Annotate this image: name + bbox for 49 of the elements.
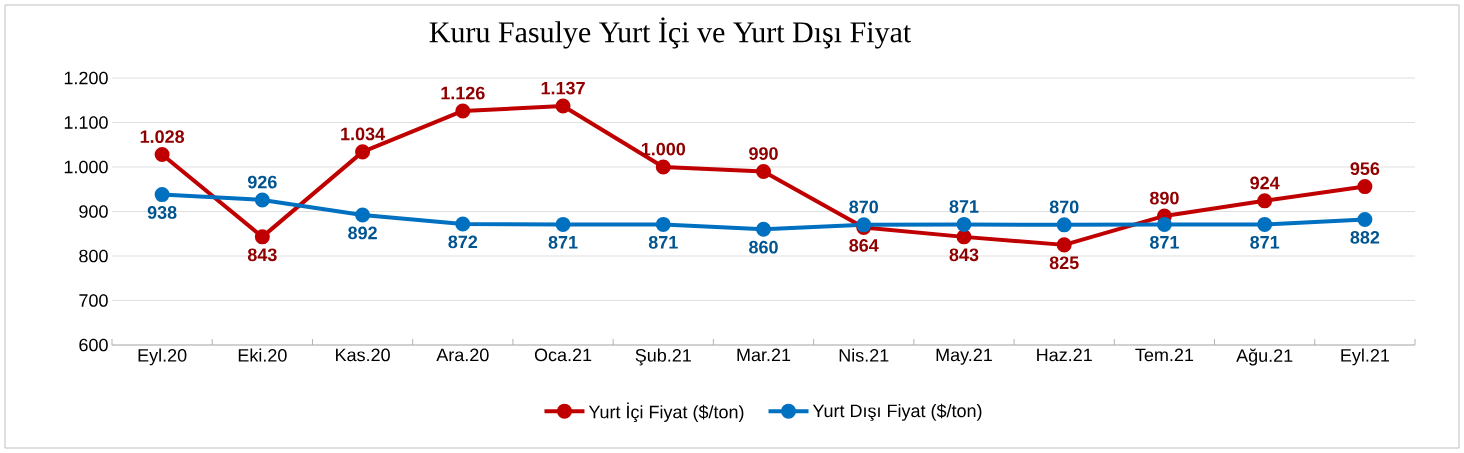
x-tick-label: Ağu.21 <box>1236 348 1293 366</box>
data-label: 871 <box>949 200 979 213</box>
data-label: 1.028 <box>140 130 185 144</box>
chart-title: Kuru Fasulye Yurt İçi ve Yurt Dışı Fiyat <box>429 17 912 49</box>
y-tick-label: 1.000 <box>64 160 108 174</box>
data-label: 938 <box>147 206 177 219</box>
data-label: 1.137 <box>541 81 585 95</box>
y-tick-label: 900 <box>79 205 108 218</box>
x-tick-label: Tem.21 <box>1135 348 1194 362</box>
data-label: 870 <box>849 200 878 214</box>
data-label: 864 <box>849 239 879 252</box>
data-label: 870 <box>1049 200 1079 214</box>
legend-label: Yurt Dışı Fiyat ($/ton) <box>812 403 982 421</box>
data-label: 926 <box>247 175 277 189</box>
data-label: 1.034 <box>341 127 386 141</box>
x-tick-label: Mar.21 <box>737 348 791 362</box>
data-label: 843 <box>247 248 277 262</box>
data-label: 990 <box>749 147 778 160</box>
data-label: 871 <box>1149 235 1179 249</box>
x-tick-label: Eki.20 <box>238 348 287 362</box>
data-label: 871 <box>1250 235 1280 249</box>
data-label: 871 <box>548 235 578 249</box>
x-tick-label: Nis.21 <box>839 348 889 362</box>
x-tick-label: Eyl.21 <box>1341 348 1390 366</box>
data-label: 872 <box>448 235 478 249</box>
data-label: 890 <box>1149 191 1179 205</box>
data-label: 825 <box>1049 256 1079 270</box>
data-label: 956 <box>1350 162 1380 176</box>
x-tick-label: Oca.21 <box>534 348 592 362</box>
data-label: 1.126 <box>441 86 485 100</box>
x-tick-label: Eyl.20 <box>138 348 187 366</box>
data-label: 843 <box>949 248 979 262</box>
x-tick-label: May.21 <box>936 348 992 365</box>
y-tick-label: 1.100 <box>64 116 108 129</box>
y-tick-label: 1.200 <box>64 71 108 85</box>
data-label: 882 <box>1350 231 1380 244</box>
y-tick-label: 600 <box>79 338 108 352</box>
data-label: 892 <box>348 226 377 240</box>
y-tick-label: 800 <box>79 249 108 263</box>
x-tick-label: Kas.20 <box>336 348 390 362</box>
x-tick-label: Şub.21 <box>635 348 691 366</box>
data-label: 1.000 <box>641 142 686 156</box>
x-tick-label: Haz.21 <box>1037 348 1092 362</box>
legend-label: Yurt İçi Fiyat ($/ton) <box>588 402 744 423</box>
data-label: 924 <box>1250 176 1280 190</box>
x-tick-label: Ara.20 <box>436 348 489 362</box>
data-label: 871 <box>648 235 678 249</box>
data-label: 860 <box>749 240 778 254</box>
y-tick-label: 700 <box>79 294 108 307</box>
